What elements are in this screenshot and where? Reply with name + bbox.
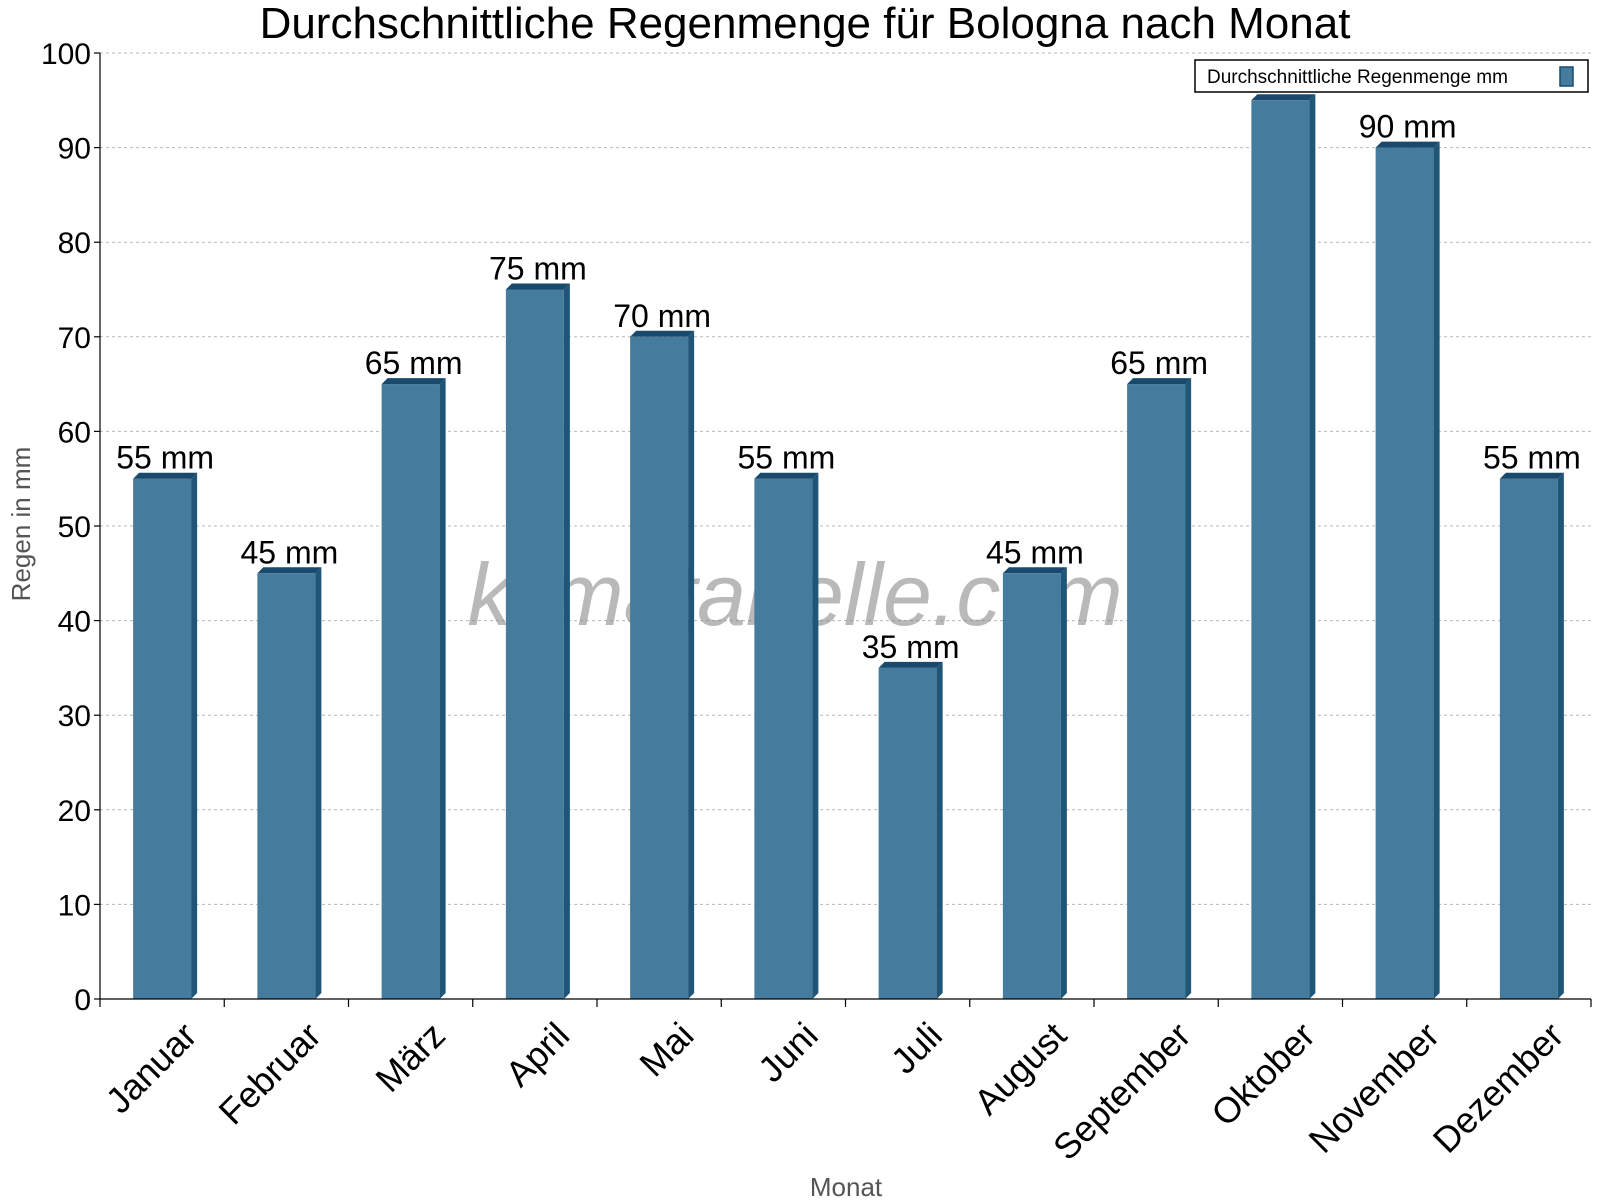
bar	[257, 567, 322, 999]
y-tick-label: 40	[58, 606, 91, 639]
bar	[878, 661, 943, 999]
data-label: 65 mm	[1110, 345, 1208, 381]
bar-top	[505, 283, 570, 290]
data-label: 70 mm	[613, 298, 711, 334]
data-label: 90 mm	[1359, 109, 1457, 145]
bar-side	[439, 378, 446, 1000]
x-tick-label: Februar	[211, 1014, 329, 1132]
x-tick-label: Mai	[631, 1014, 701, 1084]
data-label: 35 mm	[862, 629, 960, 665]
bar	[1127, 378, 1192, 1000]
bar	[1002, 567, 1067, 999]
bar-front	[1002, 573, 1061, 999]
bar	[1375, 141, 1440, 1000]
bar-side	[812, 472, 819, 999]
bar-front	[1127, 384, 1186, 1000]
bar-top	[878, 661, 943, 668]
y-tick-label: 60	[58, 416, 91, 449]
gridlines	[100, 52, 1591, 905]
y-tick-label: 10	[58, 889, 91, 922]
data-label: 65 mm	[365, 345, 463, 381]
bar-front	[133, 478, 192, 999]
bar-front	[630, 336, 689, 999]
bar-front	[1499, 478, 1558, 999]
bar-top	[133, 472, 198, 479]
bar	[630, 330, 695, 999]
bar	[505, 283, 570, 999]
x-tick-label: März	[367, 1014, 453, 1100]
data-label: 55 mm	[1483, 440, 1581, 476]
x-tick-label: Januar	[98, 1014, 205, 1121]
data-label: 45 mm	[986, 534, 1084, 570]
bars	[133, 94, 1564, 1000]
bar-front	[878, 667, 937, 999]
y-tick-label: 50	[58, 511, 91, 544]
x-tick-label: Dezember	[1425, 1014, 1571, 1160]
bar-top	[630, 330, 695, 337]
bar-top	[754, 472, 819, 479]
data-label: 55 mm	[737, 440, 835, 476]
bar-top	[1002, 567, 1067, 574]
legend-box	[1194, 59, 1589, 93]
bar-side	[936, 661, 943, 999]
x-tick-label: Oktober	[1203, 1014, 1323, 1134]
y-tick-label: 20	[58, 795, 91, 828]
x-tick-label: April	[497, 1014, 577, 1094]
bar-front	[381, 384, 440, 1000]
bar-side	[1433, 141, 1440, 1000]
y-tick-label: 70	[58, 322, 91, 355]
y-tick-label: 90	[58, 133, 91, 166]
bar-top	[1251, 94, 1316, 101]
bar-top	[381, 378, 446, 385]
legend-label: Durchschnittliche Regenmenge mm	[1207, 67, 1508, 88]
bar-side	[1060, 567, 1067, 999]
x-tick-label: Juni	[750, 1014, 826, 1090]
y-axis-title: Regen in mm	[6, 447, 36, 602]
bar-front	[754, 478, 813, 999]
bar-front	[1251, 100, 1310, 1000]
y-tick-label: 0	[74, 984, 91, 1017]
data-label: 55 mm	[116, 440, 214, 476]
bar-top	[1127, 378, 1192, 385]
bar-front	[1375, 147, 1434, 1000]
x-tick-label: August	[966, 1014, 1074, 1122]
bar	[1499, 472, 1564, 999]
bar-side	[1309, 94, 1316, 1000]
x-tick-label: November	[1301, 1014, 1447, 1160]
bar-top	[257, 567, 322, 574]
bar	[754, 472, 819, 999]
y-tick-label: 100	[41, 38, 91, 71]
bar-side	[1557, 472, 1564, 999]
legend: Durchschnittliche Regenmenge mm	[1194, 59, 1589, 93]
data-label: 45 mm	[240, 534, 338, 570]
bar	[133, 472, 198, 999]
bar-side	[563, 283, 570, 999]
bar-top	[1499, 472, 1564, 479]
bar	[1251, 94, 1316, 1000]
bar-front	[257, 573, 316, 999]
chart-title: Durchschnittliche Regenmenge für Bologna…	[260, 0, 1351, 48]
data-label: 75 mm	[489, 251, 587, 287]
bar-side	[191, 472, 198, 999]
bar-side	[1185, 378, 1192, 1000]
y-tick-label: 30	[58, 700, 91, 733]
y-tick-label: 80	[58, 227, 91, 260]
bar-front	[505, 289, 564, 999]
bar	[381, 378, 446, 1000]
bar-side	[688, 330, 695, 999]
bar-top	[1375, 141, 1440, 148]
x-tick-label: Juli	[883, 1014, 950, 1081]
data-labels: 55 mm 45 mm 65 mm 75 mm 70 mm 55 mm 35 mm 45 mm…	[116, 109, 1581, 665]
x-axis-title: Monat	[810, 1172, 883, 1200]
bar-side	[315, 567, 322, 999]
legend-swatch	[1559, 66, 1574, 87]
